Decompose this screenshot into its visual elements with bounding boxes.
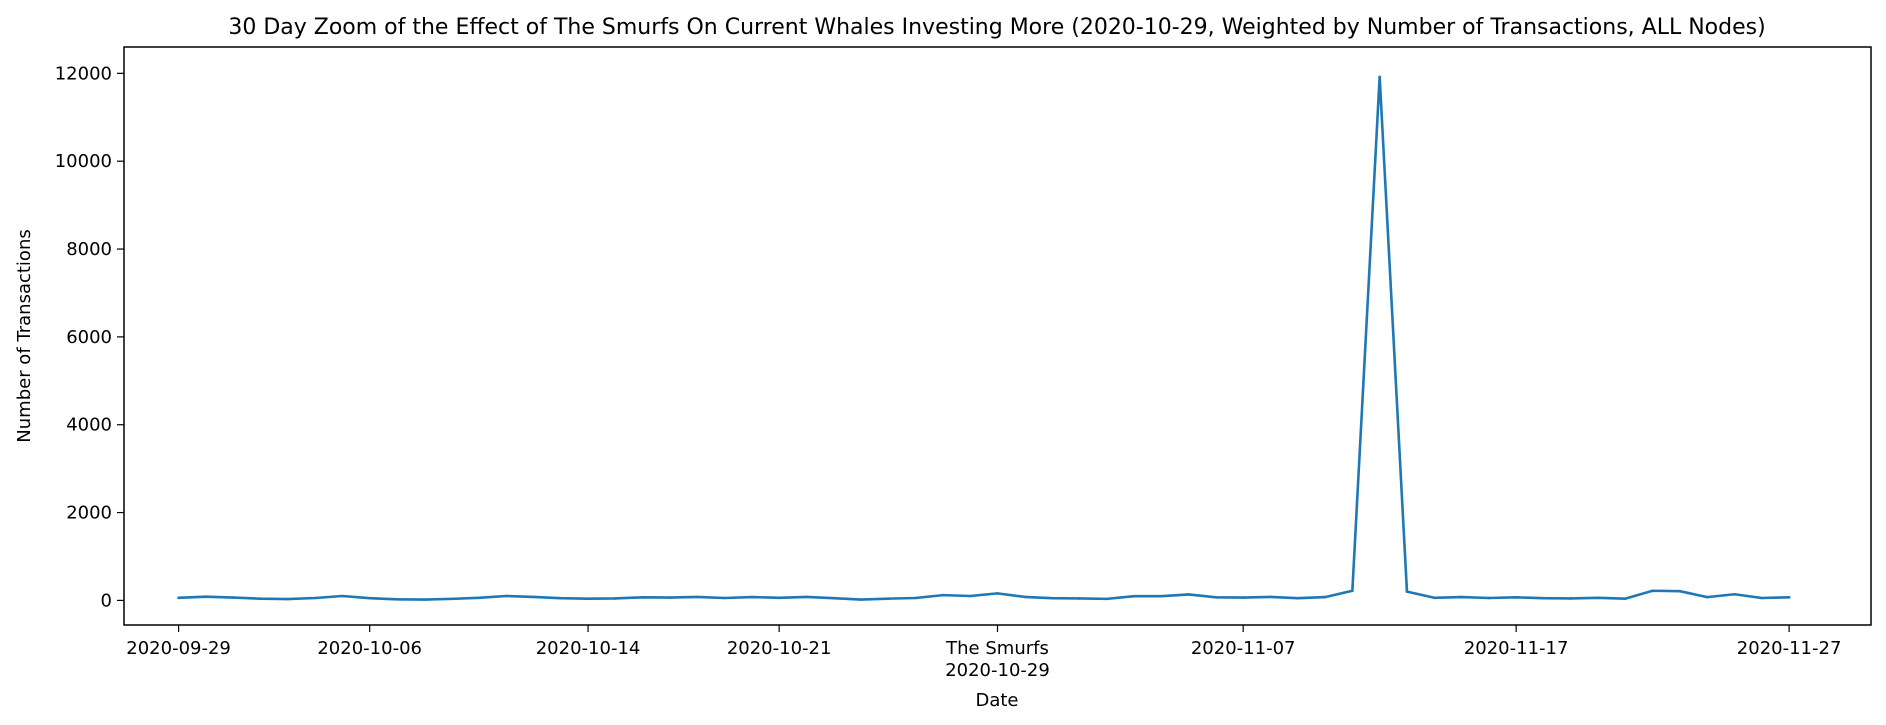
plot-area — [177, 75, 1791, 601]
x-tick-label: 2020-11-07 — [1191, 638, 1296, 659]
chart-title: 30 Day Zoom of the Effect of The Smurfs … — [228, 15, 1765, 40]
x-tick-label: The Smurfs — [945, 638, 1049, 659]
data-point — [586, 597, 590, 600]
data-point — [1214, 596, 1218, 599]
x-tick-label: 2020-10-14 — [536, 638, 641, 659]
data-point — [1323, 595, 1327, 599]
data-point — [450, 597, 453, 601]
data-point — [1705, 595, 1709, 599]
data-point — [968, 594, 972, 598]
x-tick-label: 2020-10-06 — [317, 638, 422, 659]
x-tick-label: 2020-10-21 — [727, 638, 832, 659]
data-point — [286, 597, 290, 601]
data-point — [1596, 596, 1600, 600]
data-point — [177, 596, 180, 600]
data-point — [1159, 594, 1163, 598]
data-point — [1378, 75, 1381, 79]
data-point — [1542, 596, 1545, 600]
data-point — [941, 593, 945, 597]
data-point — [477, 596, 481, 600]
data-point — [641, 596, 644, 599]
data-point — [1405, 590, 1409, 593]
data-point — [1105, 597, 1108, 601]
data-point — [204, 595, 208, 598]
data-point — [259, 597, 262, 600]
data-point — [231, 596, 235, 599]
y-axis-label: Number of Transactions — [14, 229, 35, 442]
data-point — [532, 595, 535, 599]
data-point — [313, 596, 317, 600]
data-point — [1023, 595, 1027, 599]
y-tick-label: 0 — [101, 590, 112, 611]
y-axis-ticks: 0 2000 4000 6000 8000 10000 12000 — [55, 63, 124, 611]
data-point — [914, 596, 917, 600]
data-point — [341, 594, 344, 598]
data-point — [368, 596, 371, 600]
data-point — [832, 596, 836, 600]
data-point — [750, 595, 754, 599]
x-tick-label: 2020-11-27 — [1737, 638, 1842, 659]
x-axis-ticks: 2020-09-29 2020-10-06 2020-10-14 2020-10-21… — [126, 625, 1841, 681]
data-point — [887, 597, 890, 600]
data-point — [1078, 597, 1081, 600]
data-point — [422, 598, 426, 601]
y-tick-label: 8000 — [66, 239, 112, 260]
data-point — [1733, 592, 1736, 596]
y-tick-label: 2000 — [66, 503, 112, 524]
data-point — [1296, 596, 1300, 600]
data-point — [695, 595, 699, 599]
data-point — [1241, 596, 1245, 599]
data-point — [1787, 596, 1791, 599]
data-point — [1651, 589, 1654, 593]
data-point — [504, 594, 508, 598]
data-point — [1187, 593, 1190, 596]
data-point — [1569, 597, 1573, 600]
data-point — [559, 596, 563, 600]
data-point — [1624, 597, 1627, 600]
data-point — [723, 596, 726, 600]
axes-frame — [123, 46, 1872, 626]
data-point — [395, 598, 399, 601]
data-point — [805, 595, 808, 599]
data-point — [1760, 596, 1764, 600]
data-point — [1487, 596, 1491, 600]
x-tick-sublabel: 2020-10-29 — [945, 660, 1050, 681]
y-tick-label: 6000 — [66, 327, 112, 348]
data-point — [1050, 596, 1054, 600]
y-tick-label: 10000 — [55, 151, 112, 172]
x-axis-label: Date — [975, 690, 1018, 711]
data-point — [1514, 596, 1518, 599]
data-point — [614, 597, 617, 600]
data-point — [859, 598, 863, 601]
data-point — [1432, 596, 1436, 600]
data-point — [668, 596, 672, 599]
data-point — [1269, 595, 1272, 599]
x-tick-label: 2020-09-29 — [126, 638, 231, 659]
y-tick-label: 4000 — [66, 415, 112, 436]
x-tick-label: 2020-11-17 — [1464, 638, 1569, 659]
series-line — [177, 75, 1791, 601]
data-point — [1132, 594, 1136, 598]
data-point — [1351, 589, 1354, 593]
y-tick-label: 12000 — [55, 63, 112, 84]
data-point — [1460, 595, 1463, 599]
data-point — [996, 592, 999, 595]
data-point — [1678, 589, 1682, 593]
data-point — [777, 596, 781, 600]
